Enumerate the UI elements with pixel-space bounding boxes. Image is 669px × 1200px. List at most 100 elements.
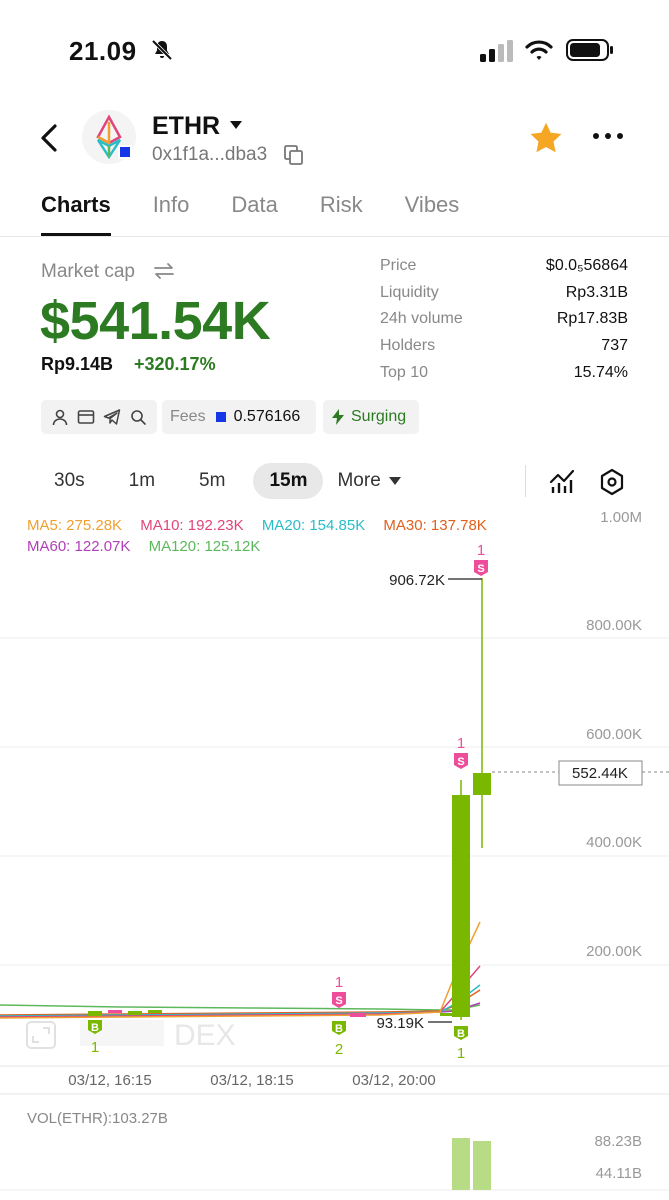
y-tick-label: 600.00K: [586, 726, 642, 743]
ma-lines: [0, 921, 481, 1019]
marker-type: S: [457, 756, 464, 768]
tab-data[interactable]: Data: [231, 192, 278, 217]
copy-icon[interactable]: [284, 145, 304, 165]
tab-risk[interactable]: Risk: [319, 192, 363, 217]
stat-row-volume: 24h volume Rp17.83B: [380, 310, 628, 337]
interval-15m[interactable]: 15m: [253, 463, 324, 499]
y-tick-label: 800.00K: [586, 617, 642, 634]
tab-vibes[interactable]: Vibes: [404, 192, 460, 217]
tab-charts[interactable]: Charts: [41, 192, 111, 236]
website-icon[interactable]: [77, 408, 95, 426]
marker-count: 1: [477, 542, 485, 559]
telegram-icon[interactable]: [103, 408, 121, 426]
marker-type: S: [477, 563, 484, 575]
fees-badge: Fees 0.576166: [162, 400, 316, 434]
caret-down-icon: [388, 477, 401, 485]
status-bar: 21.09: [0, 0, 669, 100]
token-name[interactable]: ETHR: [152, 112, 221, 140]
interval-30s[interactable]: 30s: [54, 470, 85, 491]
market-cap-change: +320.17%: [134, 354, 216, 374]
current-price-label: 552.44K: [572, 765, 628, 782]
x-tick-label: 03/12, 18:15: [210, 1072, 293, 1089]
dex-watermark: DEX: [26, 1019, 236, 1052]
sell-marker: 1 S: [474, 542, 488, 576]
status-time: 21.09: [69, 36, 137, 66]
caret-down-icon[interactable]: [230, 120, 242, 130]
tabs-divider: [0, 236, 669, 237]
ma120-line: [0, 1004, 481, 1011]
ma-legend-row-1: MA5: 275.28K MA10: 192.23K MA20: 154.85K…: [27, 517, 501, 534]
watermark-text: DEX: [174, 1019, 236, 1052]
ma20-line: [0, 984, 481, 1017]
buy-marker: B 1: [454, 1026, 468, 1062]
ma30-label: MA30: 137.78K: [383, 517, 487, 534]
tab-bar: Charts Info Data Risk Vibes: [41, 192, 501, 236]
volume-bar: [473, 1141, 491, 1190]
fees-label: Fees: [170, 408, 206, 425]
tab-info[interactable]: Info: [152, 192, 190, 217]
more-intervals-button[interactable]: More: [337, 470, 401, 492]
favorite-star-icon[interactable]: [528, 120, 564, 156]
marker-type: B: [457, 1028, 465, 1040]
interval-5m[interactable]: 5m: [199, 470, 226, 491]
back-button[interactable]: [36, 122, 64, 154]
bell-off-icon: [151, 39, 173, 61]
market-cap-idr: Rp9.14B: [41, 354, 114, 374]
stat-label: Liquidity: [380, 283, 439, 301]
stat-label: Price: [380, 257, 417, 274]
stat-label: Holders: [380, 337, 436, 355]
settings-hexagon-icon[interactable]: [599, 468, 625, 496]
search-icon[interactable]: [129, 408, 147, 426]
signal-icon: [480, 40, 513, 62]
stat-row-holders: Holders 737: [380, 337, 628, 364]
surging-label: Surging: [351, 408, 407, 425]
social-links: [41, 400, 157, 434]
token-address: 0x1f1a...dba3: [152, 144, 268, 165]
marker-type: S: [335, 995, 342, 1007]
stat-label: 24h volume: [380, 310, 463, 328]
stat-value: 737: [601, 337, 628, 355]
x-tick-label: 03/12, 20:00: [352, 1072, 435, 1089]
sell-marker: 1 S: [332, 974, 346, 1008]
ma-legend-row-2: MA60: 122.07K MA120: 125.12K: [27, 538, 274, 555]
stats-panel: Price $0.0₅56864 Liquidity Rp3.31B 24h v…: [380, 257, 628, 390]
candle: [473, 773, 491, 795]
ma5-label: MA5: 275.28K: [27, 517, 123, 534]
swap-arrows-icon[interactable]: [153, 262, 175, 280]
interval-divider: [525, 465, 526, 497]
marker-type: B: [91, 1022, 99, 1034]
ma5-line: [0, 921, 481, 1019]
marker-count: 1: [457, 1045, 465, 1062]
high-price-label: 906.72K: [389, 572, 445, 589]
volume-tick-label: 88.23B: [594, 1133, 642, 1150]
stat-value: Rp17.83B: [556, 310, 628, 328]
marker-count: 2: [335, 1041, 343, 1058]
stat-row-liquidity: Liquidity Rp3.31B: [380, 284, 628, 311]
battery-icon: [566, 39, 613, 61]
interval-1m[interactable]: 1m: [128, 470, 156, 491]
marker-type: B: [335, 1023, 343, 1035]
fees-value: 0.576166: [233, 408, 301, 425]
more-options-icon[interactable]: [592, 130, 624, 142]
bolt-icon: [332, 409, 344, 425]
ma120-label: MA120: 125.12K: [148, 538, 261, 555]
y-tick-label: 400.00K: [586, 834, 642, 851]
volume-bar: [452, 1138, 470, 1190]
market-cap-label: Market cap: [41, 261, 135, 282]
y-tick-label: 200.00K: [586, 943, 642, 960]
volume-label: VOL(ETHR):103.27B: [27, 1110, 168, 1127]
marker-count: 1: [457, 735, 465, 752]
candle-spike: [452, 578, 491, 1020]
indicator-chart-icon[interactable]: [549, 466, 575, 494]
marker-count: 1: [335, 974, 343, 991]
surging-badge: Surging: [323, 400, 419, 434]
person-icon[interactable]: [51, 408, 69, 426]
stat-label: Top 10: [380, 363, 429, 381]
ma20-label: MA20: 154.85K: [261, 517, 366, 534]
current-price-box: [558, 760, 643, 786]
small-candles: [88, 1010, 454, 1017]
candle: [452, 795, 470, 1017]
stat-value: $0.0₅56864: [545, 257, 628, 274]
buy-marker: B 1: [88, 1020, 102, 1056]
